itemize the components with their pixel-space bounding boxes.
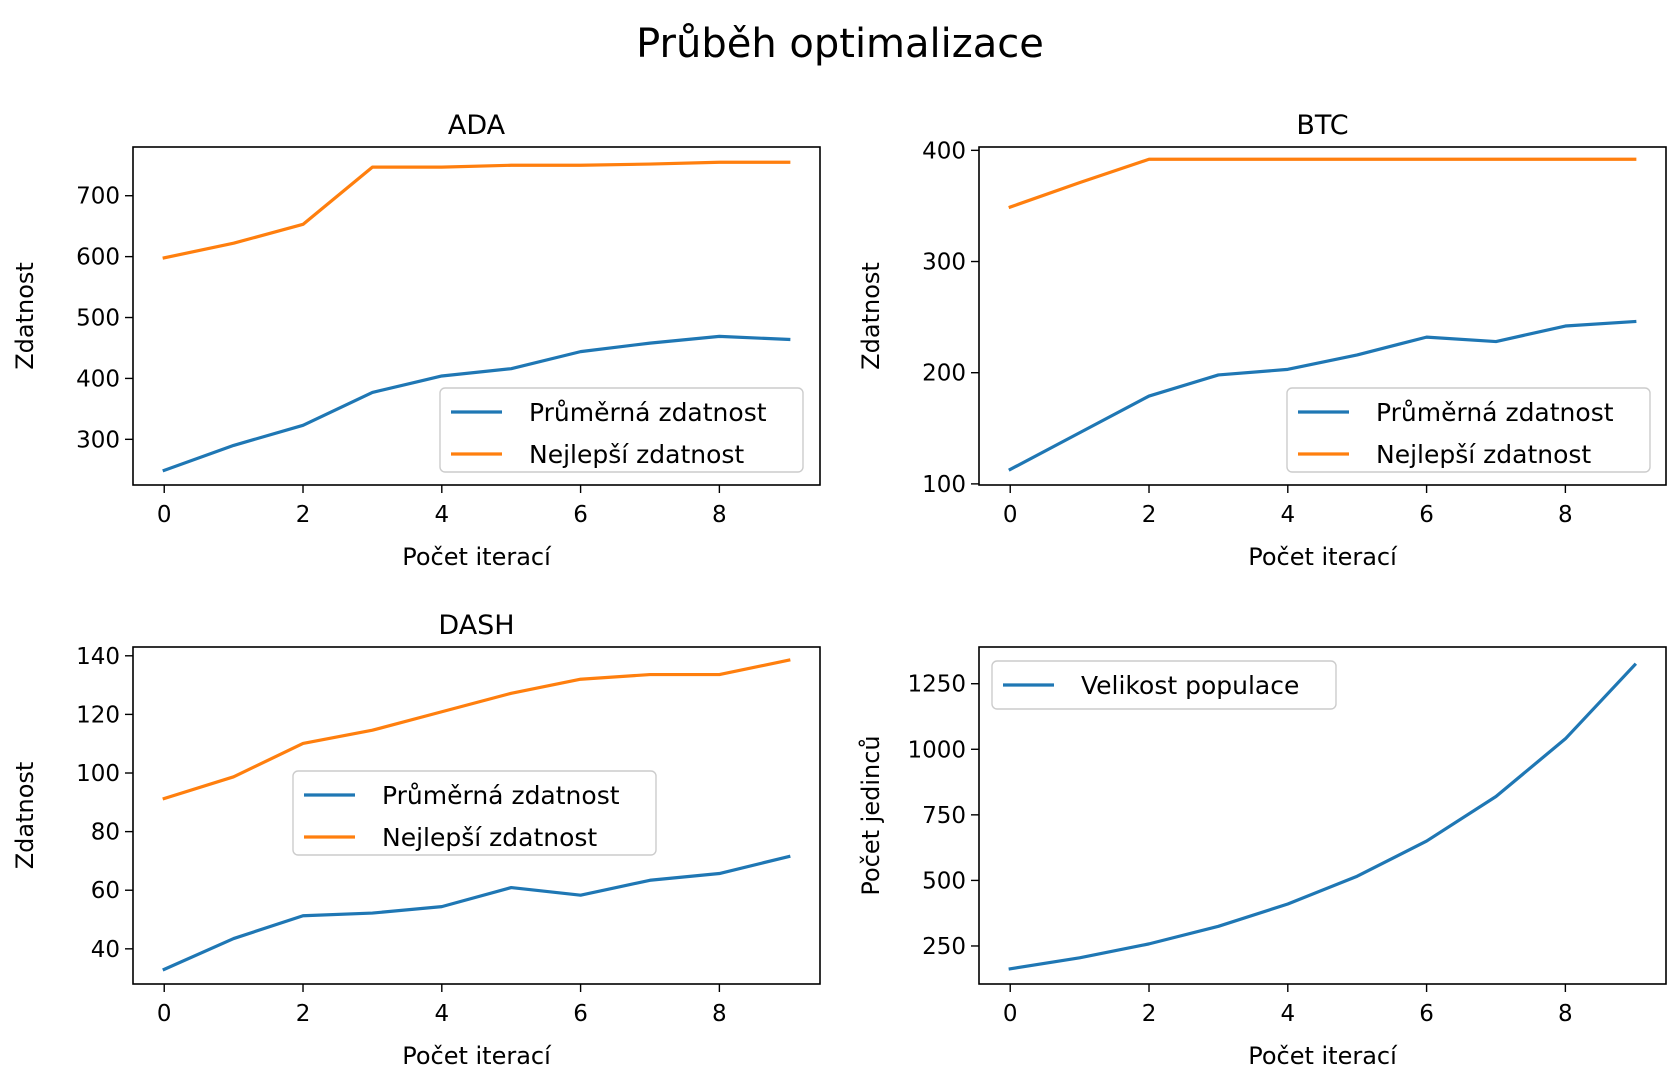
population-legend: Velikost populace xyxy=(991,660,1337,710)
ada-y-tick-label: 700 xyxy=(76,184,120,210)
btc-x-tick-label: 0 xyxy=(1003,502,1018,528)
btc-title: BTC xyxy=(1296,110,1348,141)
ada-x-tick-label: 6 xyxy=(573,502,588,528)
btc-y-axis-label: Zdatnost xyxy=(857,262,885,370)
panel-population: 0 2 4 6 8 250 500 750 1000 1250 Počet iterací Počet… xyxy=(857,646,1667,1070)
dash-y-axis-label: Zdatnost xyxy=(11,762,39,870)
population-series-velikost-populace-line xyxy=(1008,662,1638,971)
ada-y-tick-label: 300 xyxy=(76,427,120,453)
ada-y-tick-label: 600 xyxy=(76,245,120,271)
dash-series-prumerna-zdatnost-line xyxy=(162,854,791,972)
ada-axes-frame xyxy=(132,146,821,486)
btc-y-tick-label: 200 xyxy=(922,361,966,387)
figure-title: Průběh optimalizace xyxy=(636,21,1044,67)
dash-axes-frame xyxy=(132,646,821,985)
dash-x-tick-label: 0 xyxy=(157,1001,172,1027)
dash-x-tick-label: 4 xyxy=(434,1001,449,1027)
ada-series-prumerna-zdatnost-line xyxy=(162,334,791,473)
ada-legend-label: Nejlepší zdatnost xyxy=(529,440,744,469)
ada-x-tick-label: 4 xyxy=(434,502,449,528)
btc-axes-frame xyxy=(978,146,1667,486)
ada-y-axis-label: Zdatnost xyxy=(11,262,39,370)
dash-y-tick-label: 120 xyxy=(76,702,120,728)
ada-x-tick-label: 0 xyxy=(157,502,172,528)
dash-legend: Průměrná zdatnost Nejlepší zdatnost xyxy=(292,770,657,856)
btc-legend: Průměrná zdatnost Nejlepší zdatnost xyxy=(1286,387,1651,473)
dash-x-tick-label: 2 xyxy=(296,1001,311,1027)
population-legend-box xyxy=(991,660,1337,710)
population-x-axis-label: Počet iterací xyxy=(1248,1042,1398,1070)
ada-x-tick-label: 8 xyxy=(712,502,727,528)
ada-legend: Průměrná zdatnost Nejlepší zdatnost xyxy=(439,387,804,473)
panel-btc: BTC 0 2 4 6 8 100 200 300 400 Počet iterací Zdatnos… xyxy=(857,110,1667,571)
population-y-axis-label: Počet jedinců xyxy=(857,735,885,895)
ada-series-nejlepsi-zdatnost-line xyxy=(162,160,791,260)
ada-y-tick-label: 400 xyxy=(76,366,120,392)
dash-y-tick-label: 140 xyxy=(76,644,120,670)
btc-x-tick-label: 6 xyxy=(1419,502,1434,528)
dash-x-axis-label: Počet iterací xyxy=(402,1042,552,1070)
btc-x-tick-label: 8 xyxy=(1558,502,1573,528)
btc-x-tick-label: 2 xyxy=(1142,502,1157,528)
btc-series-nejlepsi-zdatnost-line xyxy=(1008,157,1637,210)
btc-x-tick-label: 4 xyxy=(1280,502,1295,528)
panel-dash: DASH 0 2 4 6 8 40 60 80 100 120 140 Počet iterací Zda… xyxy=(11,610,821,1070)
btc-y-tick-label: 300 xyxy=(922,250,966,276)
dash-title: DASH xyxy=(438,610,514,641)
dash-x-tick-label: 8 xyxy=(712,1001,727,1027)
population-legend-label: Velikost populace xyxy=(1081,671,1299,700)
dash-legend-label: Nejlepší zdatnost xyxy=(382,823,597,852)
population-y-tick-label: 750 xyxy=(922,803,966,829)
btc-legend-label: Nejlepší zdatnost xyxy=(1376,440,1591,469)
population-y-tick-label: 1000 xyxy=(907,737,966,763)
ada-x-tick-label: 2 xyxy=(296,502,311,528)
population-y-tick-label: 250 xyxy=(922,934,966,960)
population-x-tick-label: 4 xyxy=(1280,1001,1295,1027)
panel-ada: ADA 0 2 4 6 8 300 400 500 600 700 Počet iterací Zdat… xyxy=(11,110,821,571)
ada-legend-label: Průměrná zdatnost xyxy=(529,398,767,427)
dash-y-tick-label: 60 xyxy=(91,878,120,904)
btc-y-tick-label: 400 xyxy=(922,138,966,164)
ada-y-tick-label: 500 xyxy=(76,306,120,332)
dash-x-tick-label: 6 xyxy=(573,1001,588,1027)
population-x-tick-label: 8 xyxy=(1558,1001,1573,1027)
btc-legend-box xyxy=(1286,387,1651,473)
dash-legend-box xyxy=(292,770,657,856)
dash-legend-label: Průměrná zdatnost xyxy=(382,781,620,810)
population-x-tick-label: 2 xyxy=(1142,1001,1157,1027)
ada-x-axis-label: Počet iterací xyxy=(402,543,552,571)
btc-legend-label: Průměrná zdatnost xyxy=(1376,398,1614,427)
ada-legend-box xyxy=(439,387,804,473)
dash-series-nejlepsi-zdatnost-line xyxy=(162,658,791,801)
population-y-tick-label: 1250 xyxy=(907,672,966,698)
population-y-tick-label: 500 xyxy=(922,868,966,894)
btc-x-axis-label: Počet iterací xyxy=(1248,543,1398,571)
population-x-tick-label: 6 xyxy=(1419,1001,1434,1027)
dash-y-tick-label: 40 xyxy=(91,937,120,963)
ada-title: ADA xyxy=(448,110,506,141)
dash-y-tick-label: 80 xyxy=(91,820,120,846)
population-x-tick-label: 0 xyxy=(1003,1001,1018,1027)
btc-series-prumerna-zdatnost-line xyxy=(1008,319,1637,472)
btc-y-tick-label: 100 xyxy=(922,472,966,498)
dash-y-tick-label: 100 xyxy=(76,761,120,787)
